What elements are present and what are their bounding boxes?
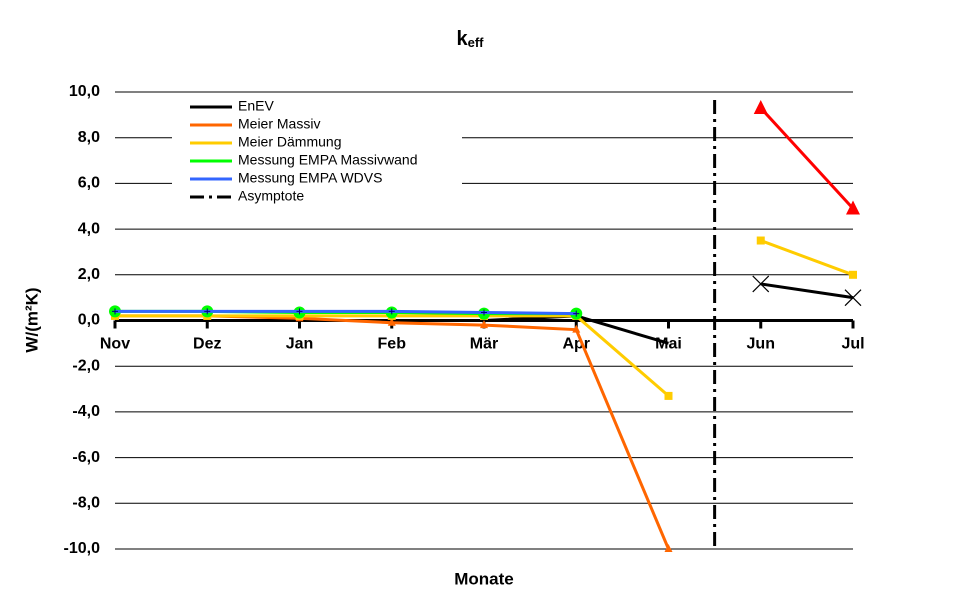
marker — [573, 310, 580, 317]
series-line — [760, 239, 854, 277]
marker — [387, 317, 396, 326]
marker — [664, 391, 673, 400]
marker — [296, 308, 303, 315]
y-tick-label: 0,0 — [78, 312, 100, 329]
legend: EnEV Meier Massiv Meier Dämmung Messung EMP… — [172, 97, 462, 212]
marker — [204, 308, 211, 315]
marker — [388, 308, 395, 315]
y-tick-label: 6,0 — [78, 175, 100, 192]
marker — [846, 200, 860, 215]
y-tick-label: 10,0 — [69, 83, 100, 100]
marker — [756, 236, 765, 245]
marker — [112, 308, 118, 315]
x-tick-label: Jul — [841, 336, 864, 353]
marker — [481, 309, 487, 316]
x-tick-label: Jan — [286, 336, 314, 353]
legend-box — [172, 97, 462, 212]
series-line — [759, 106, 855, 210]
marker — [752, 275, 770, 293]
x-tick-label: Nov — [100, 336, 130, 353]
x-tick-label: Feb — [378, 336, 407, 353]
y-tick-label: 2,0 — [78, 266, 100, 283]
marker — [480, 320, 488, 329]
marker — [844, 289, 862, 307]
y-tick-label: -4,0 — [72, 403, 100, 420]
legend-label: Meier Dämmung — [238, 134, 341, 150]
legend-label: Asymptote — [238, 188, 304, 204]
x-tick-label: Jun — [747, 336, 775, 353]
legend-label: EnEV — [238, 98, 274, 114]
y-tick-label: -8,0 — [72, 495, 100, 512]
series-line — [115, 309, 577, 316]
x-tick-label: Dez — [193, 336, 221, 353]
marker — [849, 270, 857, 279]
marker — [572, 324, 581, 333]
marker — [664, 544, 673, 552]
y-tick-label: 8,0 — [78, 129, 100, 146]
x-tick-label: Mai — [655, 336, 682, 353]
legend-label: Messung EMPA Massivwand — [238, 152, 417, 168]
legend-label: Messung EMPA WDVS — [238, 170, 382, 186]
marker — [753, 99, 768, 114]
x-axis-title: Monate — [454, 569, 514, 588]
series-line — [760, 282, 854, 300]
title-main: k — [456, 28, 468, 50]
title-sub: eff — [468, 35, 485, 50]
y-axis-title: W/(m²K) — [22, 287, 41, 352]
y-tick-label: -6,0 — [72, 449, 100, 466]
chart-title: keff — [456, 28, 484, 50]
y-tick-label: -2,0 — [72, 357, 100, 374]
legend-label: Meier Massiv — [238, 116, 320, 132]
y-tick-label: -10,0 — [64, 540, 101, 557]
x-tick-label: Mär — [470, 336, 498, 353]
y-tick-label: 4,0 — [78, 220, 100, 237]
